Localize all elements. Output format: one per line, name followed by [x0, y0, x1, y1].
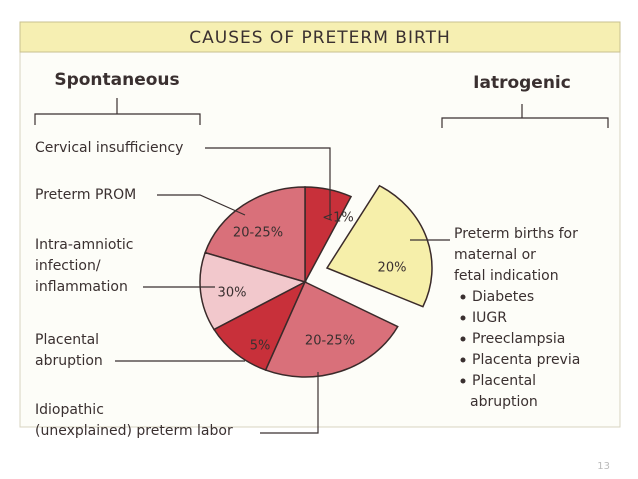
leader: [205, 147, 331, 220]
slice-label: 20-25%: [305, 334, 355, 349]
indication: Preeclampsia: [472, 331, 565, 347]
bullet: [460, 378, 466, 384]
group-label: Iatrogenic: [473, 73, 571, 93]
pie-slice: [264, 280, 399, 378]
cause-label: Preterm PROM: [35, 187, 136, 203]
slice-label: 5%: [250, 339, 271, 354]
cause-label: fetal indication: [454, 268, 559, 284]
pie-slice: [212, 280, 307, 372]
slice-label: <1%: [322, 211, 354, 226]
cause-label: Preterm births for: [454, 226, 578, 242]
title-bar: [19, 21, 621, 53]
bullet: [460, 294, 466, 300]
leader: [157, 194, 246, 216]
indication: abruption: [470, 394, 538, 410]
page-number: 13: [597, 461, 610, 472]
bullet: [460, 357, 466, 363]
pie-slice: [199, 251, 307, 331]
slice-label: 30%: [218, 286, 247, 301]
cause-label: (unexplained) preterm labor: [35, 423, 233, 439]
group-label: Spontaneous: [54, 70, 179, 90]
cause-label: maternal or: [454, 247, 536, 263]
cause-label: Placental: [35, 332, 99, 348]
bullet: [460, 315, 466, 321]
indication: Placenta previa: [472, 352, 580, 368]
indication: Placental: [472, 373, 536, 389]
cause-label: Idiopathic: [35, 402, 104, 418]
cause-label: inflammation: [35, 279, 128, 295]
bracket: [441, 104, 609, 128]
slice-label: 20-25%: [233, 226, 283, 241]
bracket: [34, 98, 201, 125]
indication: Diabetes: [472, 289, 534, 305]
cause-label: Intra-amniotic: [35, 237, 134, 253]
title: CAUSES OF PRETERM BIRTH: [189, 28, 450, 48]
cause-label: Cervical insufficiency: [35, 140, 183, 156]
pie-slice: [325, 184, 433, 308]
cause-label: infection/: [35, 258, 101, 274]
indication: IUGR: [472, 310, 507, 326]
cause-label: abruption: [35, 353, 103, 369]
leader: [260, 372, 319, 434]
pie-slice: [204, 186, 306, 284]
slice-label: 20%: [378, 261, 407, 276]
bullet: [460, 336, 466, 342]
